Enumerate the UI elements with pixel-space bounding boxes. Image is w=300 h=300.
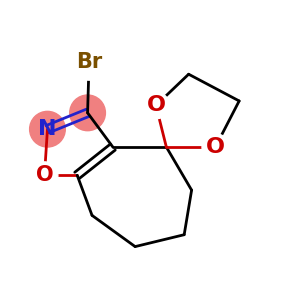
Text: N: N xyxy=(38,119,57,139)
Text: O: O xyxy=(206,137,225,157)
Circle shape xyxy=(142,92,169,119)
Circle shape xyxy=(202,134,229,161)
Text: O: O xyxy=(146,95,165,116)
Circle shape xyxy=(70,95,105,131)
Text: O: O xyxy=(36,165,53,185)
Circle shape xyxy=(30,111,65,147)
Text: Br: Br xyxy=(76,52,102,72)
Circle shape xyxy=(31,162,58,189)
Circle shape xyxy=(71,44,107,80)
